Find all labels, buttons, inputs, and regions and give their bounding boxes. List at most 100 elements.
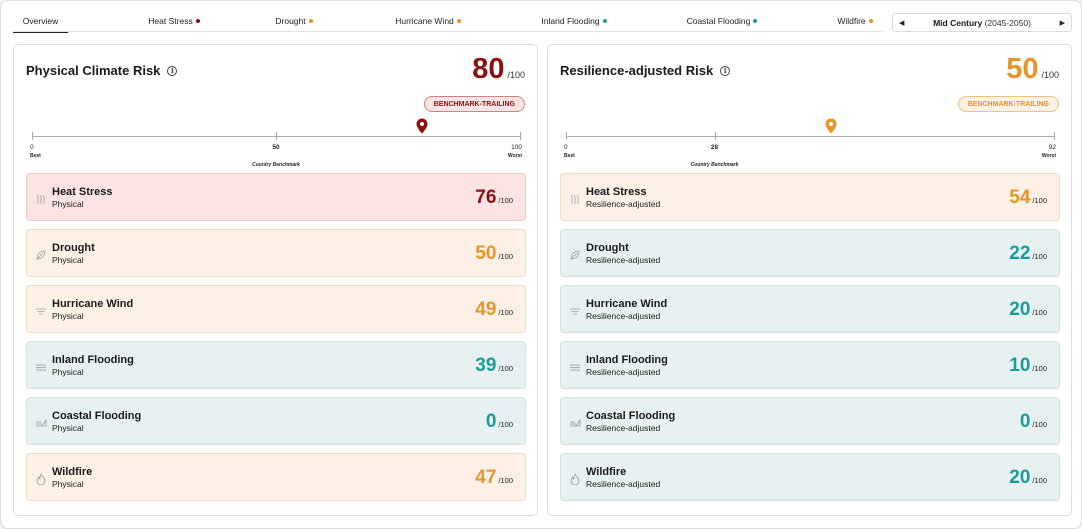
hazard-name: Drought bbox=[52, 242, 95, 254]
hazard-card-drought[interactable]: Drought Resilience-adjusted 22/100 bbox=[560, 229, 1060, 277]
hazard-name: Heat Stress bbox=[52, 186, 113, 198]
tab-heat-stress[interactable]: Heat Stress bbox=[129, 10, 219, 32]
coastal-wave-icon bbox=[569, 416, 581, 428]
tab-label: Heat Stress bbox=[148, 16, 193, 26]
tab-wildfire[interactable]: Wildfire bbox=[825, 10, 885, 32]
hazard-name: Heat Stress bbox=[586, 186, 647, 198]
hazard-score-denominator: /100 bbox=[498, 252, 513, 261]
coastal-wave-icon bbox=[35, 416, 47, 428]
hazard-score: 22/100 bbox=[1009, 243, 1047, 265]
hazard-name: Drought bbox=[586, 242, 629, 254]
hazard-name: Hurricane Wind bbox=[52, 298, 134, 310]
tab-label: Coastal Flooding bbox=[686, 16, 751, 26]
tab-label: Wildfire bbox=[837, 16, 866, 26]
hazard-card-inland-flooding[interactable]: Inland Flooding Physical 39/100 bbox=[26, 341, 526, 389]
scale-worst-label: Worst bbox=[1041, 153, 1056, 159]
hazard-category: Resilience-adjusted bbox=[586, 255, 661, 265]
status-dot-icon bbox=[868, 19, 873, 23]
benchmark-caption: Country Benchmark bbox=[252, 162, 300, 168]
info-icon[interactable]: i bbox=[167, 65, 178, 76]
hazard-score-value: 49 bbox=[475, 299, 497, 320]
hazard-score: 54/100 bbox=[1009, 187, 1047, 209]
hazard-card-coastal-flooding[interactable]: Coastal Flooding Resilience-adjusted 0/100 bbox=[560, 397, 1060, 445]
hazard-score-value: 54 bbox=[1009, 187, 1031, 208]
hazard-card-drought[interactable]: Drought Physical 50/100 bbox=[26, 229, 526, 277]
scale-benchmark-label: 50 bbox=[272, 144, 280, 151]
hazard-score-value: 20 bbox=[1009, 299, 1031, 320]
hazard-score: 10/100 bbox=[1009, 355, 1047, 377]
hazard-score: 49/100 bbox=[475, 299, 513, 321]
hazard-card-inland-flooding[interactable]: Inland Flooding Resilience-adjusted 10/100 bbox=[560, 341, 1060, 389]
water-waves-icon bbox=[569, 360, 581, 372]
scale-max-label: 92 bbox=[1048, 144, 1056, 151]
hazard-category: Physical bbox=[52, 311, 84, 321]
tab-inland-flooding[interactable]: Inland Flooding bbox=[529, 10, 619, 32]
scale-worst-label: Worst bbox=[507, 153, 522, 159]
hazard-score-value: 22 bbox=[1009, 243, 1031, 264]
hazard-category: Physical bbox=[52, 423, 84, 433]
hazard-card-wildfire[interactable]: Wildfire Resilience-adjusted 20/100 bbox=[560, 453, 1060, 501]
hazard-score-value: 76 bbox=[475, 187, 497, 208]
overall-score-denominator: /100 bbox=[507, 70, 525, 80]
period-selector[interactable]: ◀ Mid Century (2045-2050) ▶ bbox=[892, 13, 1072, 32]
benchmark-scale: 0 50 100 Best Worst Country Benchmark bbox=[26, 115, 526, 170]
physical-risk-panel: Physical Climate Risk i 80 /100 BENCHMAR… bbox=[13, 44, 538, 516]
tab-hurricane-wind[interactable]: Hurricane Wind bbox=[383, 10, 473, 32]
hazard-card-hurricane-wind[interactable]: Hurricane Wind Physical 49/100 bbox=[26, 285, 526, 333]
tab-divider bbox=[13, 31, 883, 32]
panel-title: Physical Climate Risk i bbox=[26, 63, 178, 78]
tab-drought[interactable]: Drought bbox=[259, 10, 329, 32]
hazard-category: Resilience-adjusted bbox=[586, 311, 661, 321]
hazard-score-value: 10 bbox=[1009, 355, 1031, 376]
hazard-score-value: 50 bbox=[475, 243, 497, 264]
hazard-score-denominator: /100 bbox=[498, 364, 513, 373]
hazard-score-denominator: /100 bbox=[1032, 196, 1047, 205]
hazard-category: Resilience-adjusted bbox=[586, 199, 661, 209]
info-icon[interactable]: i bbox=[720, 65, 731, 76]
hazard-score-denominator: /100 bbox=[1032, 476, 1047, 485]
hazard-card-coastal-flooding[interactable]: Coastal Flooding Physical 0/100 bbox=[26, 397, 526, 445]
hazard-score-value: 39 bbox=[475, 355, 497, 376]
hazard-card-heat-stress[interactable]: Heat Stress Resilience-adjusted 54/100 bbox=[560, 173, 1060, 221]
hazard-score-value: 0 bbox=[485, 411, 497, 432]
overall-score-value: 50 bbox=[1006, 53, 1039, 85]
map-pin-icon bbox=[825, 118, 837, 134]
hazard-card-heat-stress[interactable]: Heat Stress Physical 76/100 bbox=[26, 173, 526, 221]
hazard-score-denominator: /100 bbox=[1032, 364, 1047, 373]
panel-title-text: Resilience-adjusted Risk bbox=[560, 63, 714, 78]
hazard-score-denominator: /100 bbox=[498, 196, 513, 205]
overall-score-value: 80 bbox=[472, 53, 505, 85]
hazard-score-denominator: /100 bbox=[498, 476, 513, 485]
status-dot-icon bbox=[195, 19, 200, 23]
scale-tick bbox=[1054, 132, 1055, 140]
wind-icon bbox=[569, 304, 581, 316]
panel-title: Resilience-adjusted Risk i bbox=[560, 63, 731, 78]
hazard-score: 20/100 bbox=[1009, 467, 1047, 489]
hazard-card-hurricane-wind[interactable]: Hurricane Wind Resilience-adjusted 20/100 bbox=[560, 285, 1060, 333]
hazard-name: Wildfire bbox=[586, 466, 627, 478]
heat-waves-icon bbox=[569, 192, 581, 205]
hazard-name: Coastal Flooding bbox=[586, 410, 676, 422]
tab-coastal-flooding[interactable]: Coastal Flooding bbox=[675, 10, 769, 32]
hazard-category: Resilience-adjusted bbox=[586, 479, 661, 489]
hazard-name: Coastal Flooding bbox=[52, 410, 142, 422]
triangle-right-icon[interactable]: ▶ bbox=[1059, 19, 1065, 27]
panel-title-text: Physical Climate Risk bbox=[26, 63, 161, 78]
leaf-icon bbox=[35, 248, 47, 260]
flame-icon bbox=[569, 472, 581, 486]
benchmark-caption: Country Benchmark bbox=[690, 162, 739, 168]
hazard-score-value: 47 bbox=[475, 467, 497, 488]
hazard-card-wildfire[interactable]: Wildfire Physical 47/100 bbox=[26, 453, 526, 501]
hazard-score: 0/100 bbox=[486, 411, 513, 433]
overall-score: 50 /100 bbox=[1006, 53, 1059, 86]
hazard-score-denominator: /100 bbox=[1032, 252, 1047, 261]
hazard-score-denominator: /100 bbox=[1032, 420, 1047, 429]
hazard-name: Hurricane Wind bbox=[586, 298, 668, 310]
scale-tick bbox=[714, 132, 716, 140]
triangle-left-icon[interactable]: ◀ bbox=[899, 19, 905, 27]
hazard-category: Physical bbox=[52, 479, 84, 489]
tab-overview[interactable]: Overview bbox=[13, 10, 68, 33]
overall-score: 80 /100 bbox=[472, 53, 525, 86]
benchmark-scale: 0 28 92 Best Worst Country Benchmark bbox=[560, 115, 1060, 170]
